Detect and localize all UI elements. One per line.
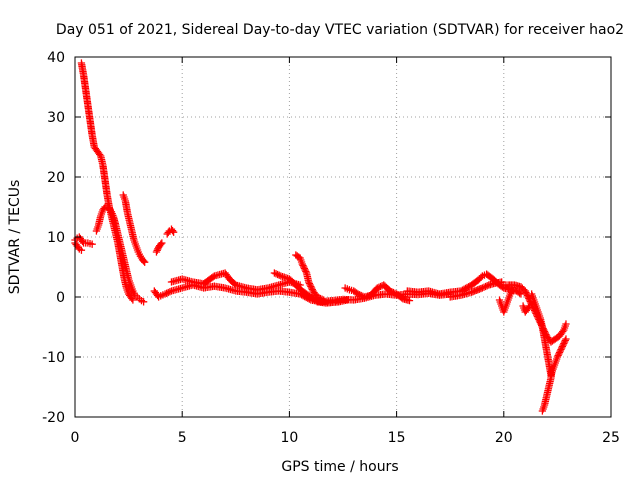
data-point — [320, 296, 328, 304]
data-point — [525, 302, 534, 310]
series-sat-n — [446, 278, 506, 301]
data-point — [548, 365, 556, 373]
data-point — [157, 240, 165, 248]
y-tick-label: -20 — [42, 410, 65, 426]
y-tick-label: 20 — [47, 170, 65, 186]
y-axis-title: SDTVAR / TECUs — [7, 180, 23, 295]
x-tick-label: 0 — [71, 430, 80, 446]
data-point — [139, 257, 148, 265]
data-point — [77, 246, 86, 254]
data-point — [562, 335, 570, 343]
data-point — [88, 240, 96, 248]
data-point — [343, 296, 351, 304]
x-tick-label: 25 — [602, 430, 620, 446]
x-tick-labels: 0 5 10 15 20 25 — [71, 430, 620, 446]
y-tick-label: 0 — [56, 290, 65, 306]
data-point — [158, 239, 166, 247]
data-point — [517, 290, 525, 298]
data-point — [405, 296, 414, 305]
data-point — [141, 258, 149, 266]
data-point — [129, 296, 137, 304]
series-sat-s — [538, 365, 556, 415]
series-sat-l — [341, 281, 414, 305]
data-point — [562, 320, 570, 328]
y-tick-label: 10 — [47, 230, 65, 246]
series-sat-f — [152, 239, 166, 256]
data-point — [169, 228, 178, 236]
x-tick-label: 5 — [178, 430, 187, 446]
data-point — [139, 298, 148, 306]
y-tick-label: 30 — [47, 110, 65, 126]
axis-ticks — [74, 56, 612, 418]
series-sat-g — [163, 225, 178, 238]
y-tick-labels: -20 -10 0 10 20 30 40 — [42, 50, 65, 426]
y-tick-label: -10 — [42, 350, 65, 366]
series-sat-o — [495, 286, 517, 316]
series-sat-d — [92, 203, 148, 306]
series-sat-j — [270, 269, 351, 307]
x-tick-label: 10 — [280, 430, 298, 446]
series-sat-k — [292, 251, 328, 304]
series-sat-a — [77, 59, 137, 304]
grid — [75, 57, 611, 417]
series-sat-q — [519, 302, 534, 316]
series-sat-i — [167, 269, 304, 294]
x-tick-label: 20 — [495, 430, 513, 446]
x-axis-title: GPS time / hours — [281, 459, 398, 475]
chart-title: Day 051 of 2021, Sidereal Day-to-day VTE… — [56, 22, 624, 38]
series-sat-e — [119, 191, 149, 266]
x-tick-label: 15 — [388, 430, 406, 446]
y-tick-label: 40 — [47, 50, 65, 66]
data-marks — [71, 59, 570, 415]
